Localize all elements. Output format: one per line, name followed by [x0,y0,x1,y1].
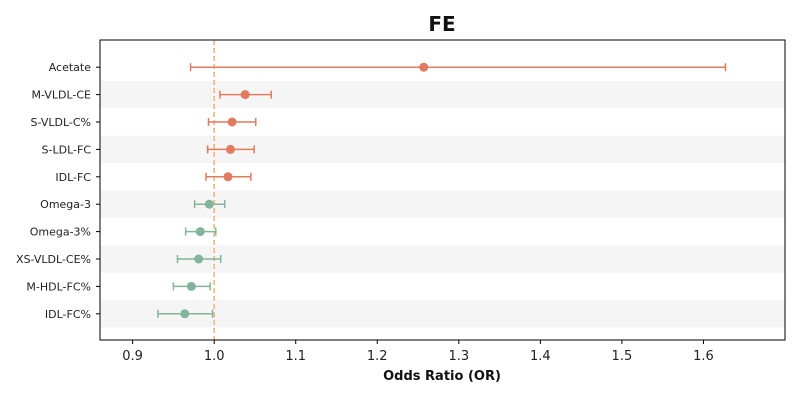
y-axis: Acetate M-VLDL-CE S-VLDL-C% S-LDL-FC IDL-FC O… [16,61,100,321]
forest-row [176,254,222,264]
x-tick-label: 1.6 [693,349,714,364]
or-point [419,62,429,72]
forest-row [184,227,217,237]
x-tick-label: 1.3 [448,349,469,364]
category-label: Omega-3 [40,198,91,211]
or-point [195,227,205,237]
x-tick-label: 1.1 [285,349,306,364]
or-point [227,117,237,127]
forest-row [205,172,252,182]
row-band [100,135,785,164]
forest-row [157,309,214,319]
x-tick-label: 0.9 [122,349,143,364]
category-label: IDL-FC% [45,308,91,321]
or-point [225,144,235,154]
forest-row [207,117,257,127]
category-label: M-VLDL-CE [32,89,92,102]
x-tick-label: 1.0 [204,349,225,364]
forest-row [189,62,727,72]
category-label: Omega-3% [30,226,91,239]
category-label: XS-VLDL-CE% [16,253,91,266]
forest-row [206,144,255,154]
forest-row [193,199,226,209]
category-label: M-HDL-FC% [26,280,91,293]
plot-frame [99,39,786,341]
category-label: S-VLDL-C% [31,116,91,129]
forest-row [172,281,211,291]
or-point [223,172,233,182]
or-point [194,254,204,264]
forest-row [219,90,272,100]
or-point [204,199,214,209]
x-tick-label: 1.4 [530,349,551,364]
x-tick-label: 1.2 [367,349,388,364]
or-point [240,90,250,100]
or-point [186,281,196,291]
x-axis: 0.9 1.0 1.1 1.2 1.3 1.4 1.5 1.6 [122,340,714,364]
row-band [100,80,785,109]
chart-marks [157,62,727,319]
category-label: Acetate [49,61,92,74]
x-tick-label: 1.5 [612,349,633,364]
or-point [180,309,190,319]
category-label: S-LDL-FC [42,143,92,156]
x-axis-label: Odds Ratio (OR) [383,369,501,384]
category-label: IDL-FC [55,171,91,184]
chart-title: FE [428,12,455,36]
